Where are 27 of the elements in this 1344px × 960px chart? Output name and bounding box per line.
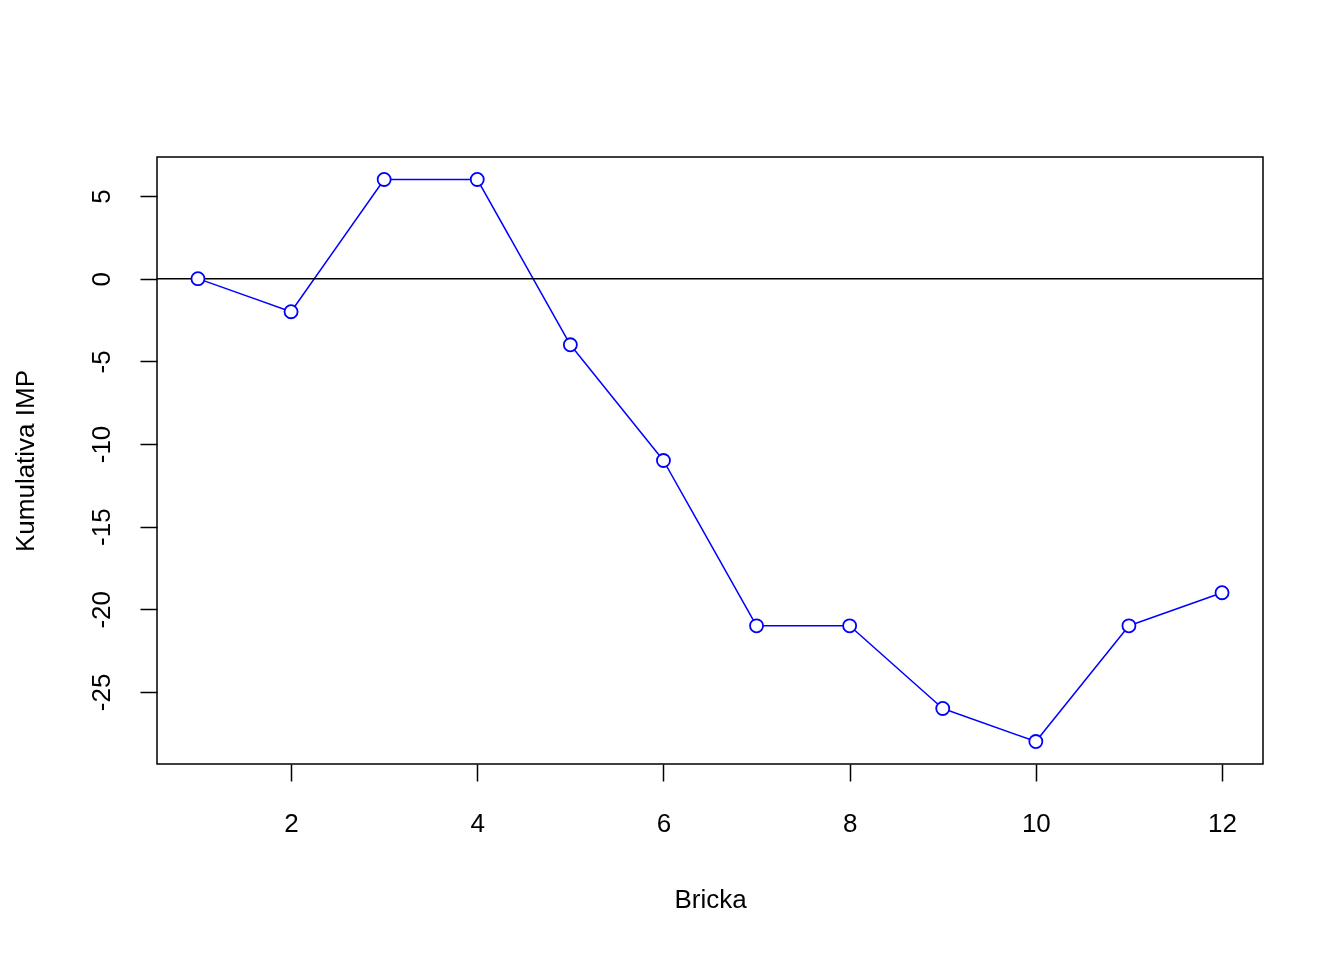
- point: [656, 453, 671, 468]
- x-tick-label: 2: [284, 807, 299, 838]
- x-tick-label: 12: [1208, 807, 1237, 838]
- x-tick-label: 10: [1021, 807, 1051, 838]
- point: [283, 304, 299, 320]
- y-tick-label: -15: [85, 508, 116, 546]
- y-tick-label: -20: [85, 590, 116, 629]
- x-tick-label: 6: [656, 807, 672, 838]
- y-axis-title: Kumulativa IMP: [9, 369, 40, 553]
- y-tick-label: -25: [85, 673, 116, 712]
- x-axis-title: Bricka: [674, 883, 748, 914]
- point: [190, 271, 206, 287]
- point: [1214, 585, 1230, 601]
- point: [1028, 734, 1044, 749]
- point: [469, 172, 485, 187]
- point: [562, 337, 578, 353]
- y-tick-label: -5: [85, 350, 116, 374]
- point: [935, 701, 951, 716]
- x-tick-label: 8: [842, 807, 858, 838]
- point: [842, 618, 858, 634]
- point: [749, 618, 764, 634]
- x-tick-label: 4: [470, 807, 485, 838]
- point: [1121, 618, 1137, 634]
- y-tick-label: 0: [85, 271, 116, 287]
- y-tick-label: -10: [85, 425, 116, 464]
- y-tick-label: 5: [85, 189, 116, 204]
- point: [376, 172, 392, 187]
